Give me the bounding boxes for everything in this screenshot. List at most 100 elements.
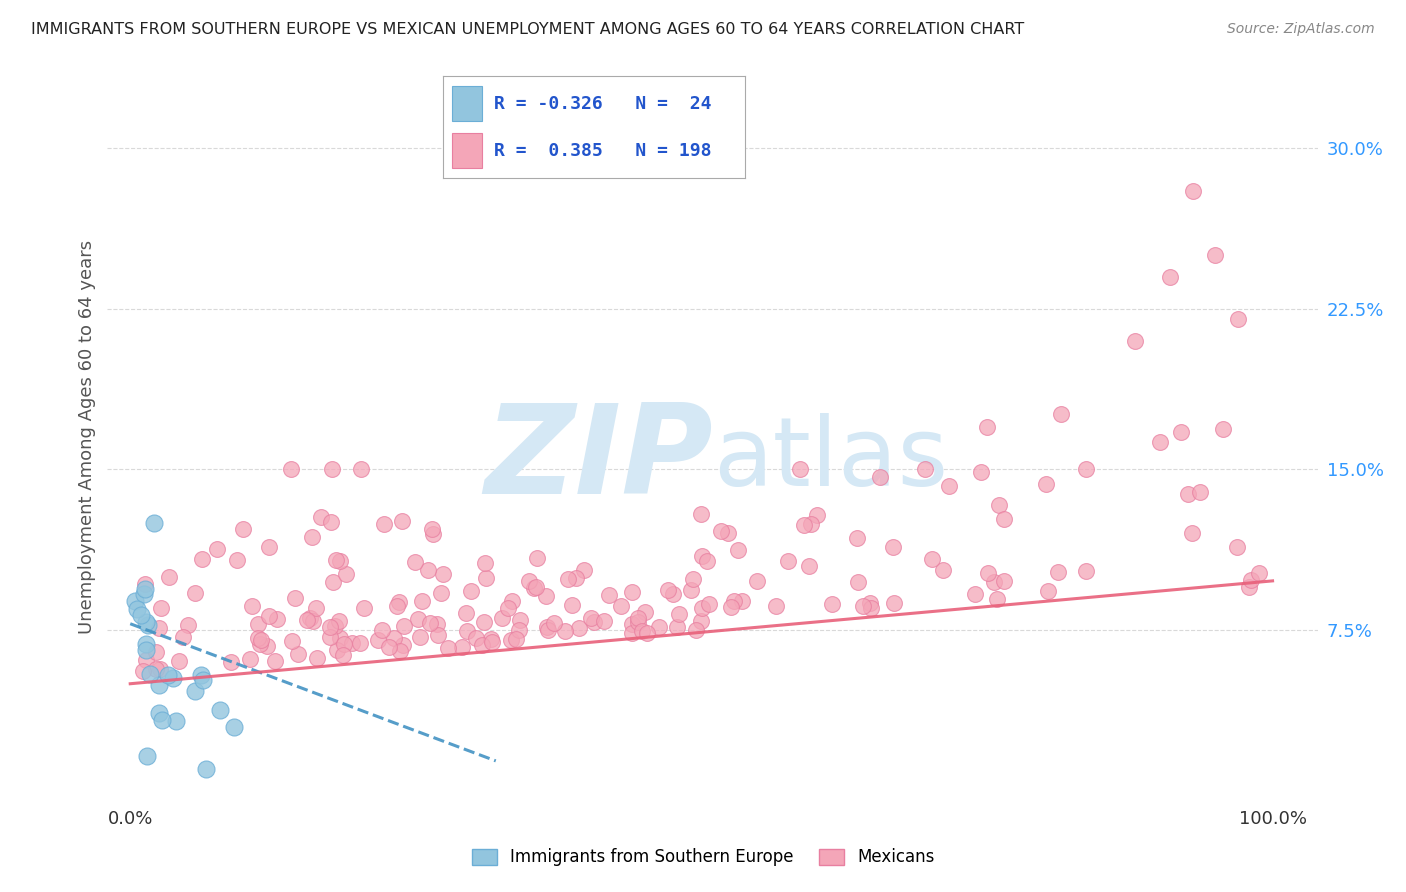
Point [132, 586, 155, 600]
Point [1159, 269, 1181, 284]
Point [474, 615, 496, 629]
Point [523, 581, 546, 595]
Point [148, 677, 170, 691]
Point [481, 635, 503, 649]
Point [135, 637, 157, 651]
Point [557, 572, 579, 586]
Point [404, 556, 426, 570]
Point [505, 632, 527, 646]
Point [636, 626, 658, 640]
Point [329, 554, 352, 568]
Point [859, 600, 882, 615]
Point [349, 636, 371, 650]
Point [1237, 580, 1260, 594]
Point [1189, 484, 1212, 499]
Point [689, 508, 711, 522]
Point [319, 620, 342, 634]
Point [524, 580, 547, 594]
Point [668, 607, 690, 621]
Point [157, 570, 180, 584]
Point [124, 593, 146, 607]
Point [883, 596, 905, 610]
Point [1050, 407, 1073, 421]
Point [986, 592, 1008, 607]
Point [1226, 540, 1249, 554]
Point [993, 512, 1015, 526]
Legend: Immigrants from Southern Europe, Mexicans: Immigrants from Southern Europe, Mexican… [465, 842, 941, 873]
Point [496, 601, 519, 615]
Point [207, 541, 229, 556]
Point [993, 574, 1015, 589]
Point [411, 594, 433, 608]
Point [145, 663, 167, 677]
Point [335, 566, 357, 581]
Point [666, 620, 689, 634]
Point [249, 637, 271, 651]
Point [426, 617, 449, 632]
Point [309, 510, 332, 524]
Point [858, 597, 880, 611]
Point [474, 571, 496, 585]
Point [723, 594, 745, 608]
Point [657, 582, 679, 597]
Point [391, 514, 413, 528]
Point [247, 617, 270, 632]
Point [378, 640, 401, 654]
Point [295, 613, 318, 627]
Point [543, 616, 565, 631]
Point [259, 609, 281, 624]
Point [299, 611, 322, 625]
Point [184, 585, 207, 599]
Point [610, 599, 633, 613]
Point [627, 611, 650, 625]
Point [987, 499, 1010, 513]
Point [1249, 566, 1271, 580]
Point [846, 531, 869, 545]
Point [1177, 487, 1199, 501]
Point [420, 522, 443, 536]
Point [281, 633, 304, 648]
Point [385, 599, 408, 614]
Point [501, 594, 523, 608]
Point [716, 525, 738, 540]
Point [509, 614, 531, 628]
Point [568, 622, 591, 636]
Point [350, 462, 373, 476]
Point [246, 631, 269, 645]
Point [1076, 564, 1098, 578]
Point [593, 614, 616, 628]
Point [690, 614, 713, 628]
Point [319, 515, 342, 529]
Point [620, 617, 643, 632]
Point [263, 654, 285, 668]
Point [789, 462, 811, 476]
Point [1076, 462, 1098, 476]
Point [554, 624, 576, 639]
Point [419, 615, 441, 630]
Point [392, 619, 415, 633]
Point [149, 662, 172, 676]
Point [765, 599, 787, 614]
Point [697, 597, 720, 611]
Point [720, 599, 742, 614]
Point [621, 626, 644, 640]
Point [131, 607, 153, 622]
Point [135, 615, 157, 629]
Text: R =  0.385   N = 198: R = 0.385 N = 198 [495, 142, 711, 160]
Point [517, 574, 540, 588]
Point [583, 615, 606, 629]
Point [869, 470, 891, 484]
Point [250, 633, 273, 648]
Point [183, 683, 205, 698]
Point [139, 666, 162, 681]
Point [1181, 184, 1204, 198]
Point [135, 643, 157, 657]
Point [329, 631, 352, 645]
Point [690, 600, 713, 615]
Point [661, 587, 683, 601]
Point [1240, 574, 1263, 588]
Point [134, 582, 156, 597]
Point [648, 620, 671, 634]
Point [389, 644, 412, 658]
Point [382, 632, 405, 646]
